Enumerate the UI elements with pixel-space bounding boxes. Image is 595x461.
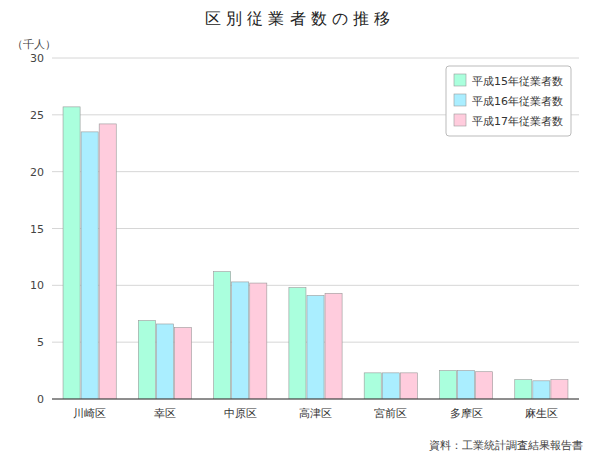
bar xyxy=(364,373,381,399)
legend-swatch xyxy=(454,94,466,106)
bar xyxy=(138,321,155,399)
x-tick-label: 中原区 xyxy=(224,407,257,420)
bar xyxy=(63,107,80,399)
y-tick-label: 15 xyxy=(30,223,44,236)
legend-label: 平成16年従業者数 xyxy=(472,95,563,108)
bar xyxy=(458,371,475,399)
bar xyxy=(81,132,98,399)
grid-line xyxy=(52,228,579,229)
note: 資料：工業統計調査結果報告書 xyxy=(429,439,583,452)
grid-line xyxy=(52,399,579,400)
chart: 0 5 10 15 20 25 30 川崎区 幸区 中原区 高津区 宮前区 多摩区 麻生区 区 別 従 業 … xyxy=(0,0,595,461)
bar xyxy=(400,373,417,399)
bar xyxy=(382,373,399,399)
grid-line xyxy=(52,171,579,172)
y-tick-label: 25 xyxy=(30,109,44,122)
bar xyxy=(156,324,173,399)
bar xyxy=(551,380,568,399)
x-tick-label: 高津区 xyxy=(299,407,332,420)
x-tick-label: 多摩区 xyxy=(450,407,483,420)
x-tick-label: 幸区 xyxy=(154,407,176,420)
legend-box xyxy=(446,66,571,136)
x-tick-label: 麻生区 xyxy=(525,407,558,420)
x-tick-label: 川崎区 xyxy=(73,407,106,420)
legend: 平成15年従業者数平成16年従業者数平成17年従業者数 xyxy=(446,66,571,136)
bar xyxy=(307,296,324,399)
y-tick-label: 10 xyxy=(30,279,44,292)
y-tick-label: 5 xyxy=(37,336,44,349)
x-tick-label: 宮前区 xyxy=(374,407,407,420)
bar xyxy=(250,283,267,399)
legend-label: 平成17年従業者数 xyxy=(472,115,563,128)
legend-swatch xyxy=(454,74,466,86)
bar xyxy=(99,124,116,399)
y-tick-label: 0 xyxy=(37,393,44,406)
bar xyxy=(325,293,342,399)
bar xyxy=(515,380,532,399)
title: 区 別 従 業 者 数 の 推 移 xyxy=(205,9,390,28)
legend-swatch xyxy=(454,114,466,126)
bar xyxy=(289,288,306,399)
y-tick-label: 30 xyxy=(30,52,44,65)
x-axis-line xyxy=(52,399,579,400)
bars xyxy=(63,107,568,399)
bar xyxy=(214,272,231,399)
bar xyxy=(533,381,550,399)
bar xyxy=(174,327,191,399)
legend-label: 平成15年従業者数 xyxy=(472,75,563,88)
bar xyxy=(232,282,249,399)
y-axis-label: （千人） xyxy=(12,38,56,51)
y-tick-label: 20 xyxy=(30,166,44,179)
grid-line xyxy=(52,285,579,286)
grid-line xyxy=(52,58,579,59)
bar xyxy=(439,371,456,399)
bar xyxy=(476,372,493,399)
